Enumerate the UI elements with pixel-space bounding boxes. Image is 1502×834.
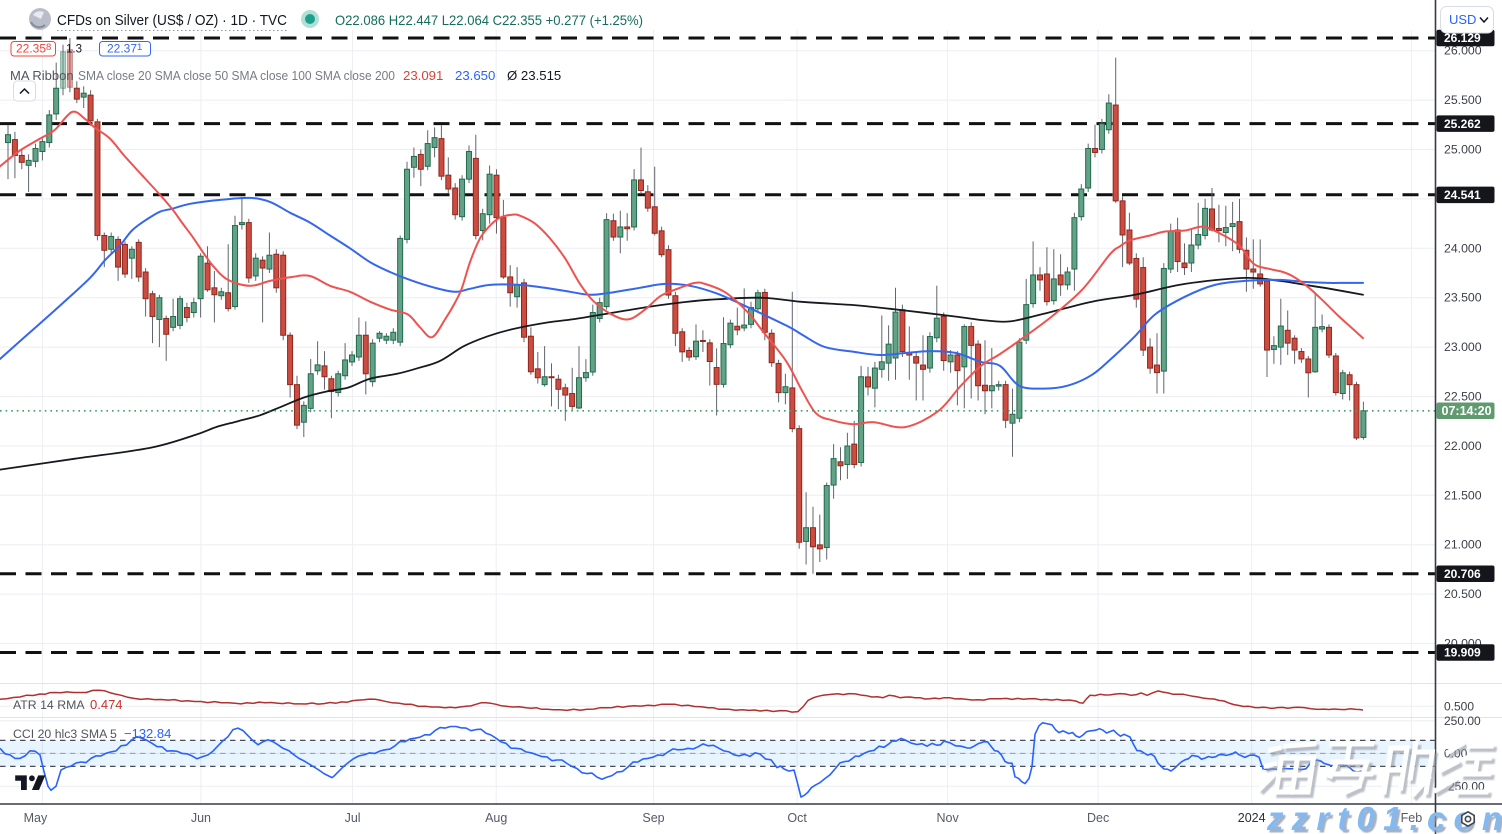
- svg-text:26.000: 26.000: [1444, 44, 1482, 58]
- svg-text:Nov: Nov: [936, 811, 959, 825]
- svg-text:2024: 2024: [1238, 811, 1266, 825]
- svg-text:23.650: 23.650: [455, 68, 495, 83]
- svg-text:20.706: 20.706: [1444, 567, 1481, 581]
- svg-text:250.00: 250.00: [1444, 714, 1481, 728]
- svg-text:Sep: Sep: [642, 811, 664, 825]
- svg-text:22.371: 22.371: [107, 42, 142, 56]
- svg-text:MA Ribbon: MA Ribbon: [10, 68, 74, 83]
- svg-text:CFDs on Silver (US$ / OZ) · 1D: CFDs on Silver (US$ / OZ) · 1D · TVC: [57, 13, 287, 29]
- svg-text:25.000: 25.000: [1444, 143, 1482, 157]
- svg-text:26.129: 26.129: [1444, 31, 1481, 45]
- svg-text:Jul: Jul: [345, 811, 361, 825]
- svg-text:25.500: 25.500: [1444, 93, 1482, 107]
- svg-text:20.500: 20.500: [1444, 587, 1482, 601]
- svg-text:May: May: [24, 811, 48, 825]
- svg-text:0.474: 0.474: [90, 697, 123, 712]
- svg-text:Ø 23.515: Ø 23.515: [507, 68, 561, 83]
- svg-text:0.500: 0.500: [1444, 699, 1474, 713]
- svg-text:23.000: 23.000: [1444, 340, 1482, 354]
- svg-text:Oct: Oct: [787, 811, 807, 825]
- svg-text:22.000: 22.000: [1444, 439, 1482, 453]
- svg-text:24.000: 24.000: [1444, 241, 1482, 255]
- svg-text:USD: USD: [1449, 12, 1476, 27]
- svg-text:21.000: 21.000: [1444, 538, 1482, 552]
- svg-text:CCI 20 hlc3 SMA 5: CCI 20 hlc3 SMA 5: [13, 727, 117, 741]
- svg-text:22.358: 22.358: [16, 42, 51, 56]
- svg-text:SMA close 20 SMA close 50 SMA: SMA close 20 SMA close 50 SMA close 100 …: [78, 68, 395, 83]
- svg-text:−132.84: −132.84: [124, 726, 171, 741]
- svg-text:O22.086 H22.447 L22.064 C22.35: O22.086 H22.447 L22.064 C22.355 +0.277 (…: [335, 12, 643, 28]
- svg-text:23.500: 23.500: [1444, 291, 1482, 305]
- svg-text:07:14:20: 07:14:20: [1442, 404, 1492, 418]
- svg-text:25.262: 25.262: [1444, 117, 1481, 131]
- svg-text:21.500: 21.500: [1444, 488, 1482, 502]
- svg-text:22.500: 22.500: [1444, 390, 1482, 404]
- svg-text:24.541: 24.541: [1444, 188, 1481, 202]
- svg-text:Aug: Aug: [485, 811, 507, 825]
- svg-text:19.909: 19.909: [1444, 646, 1481, 660]
- svg-text:ATR 14 RMA: ATR 14 RMA: [13, 698, 85, 712]
- svg-text:Jun: Jun: [191, 811, 211, 825]
- svg-text:1.3: 1.3: [66, 44, 82, 56]
- svg-text:Dec: Dec: [1087, 811, 1109, 825]
- svg-text:Feb: Feb: [1401, 811, 1423, 825]
- svg-text:23.091: 23.091: [403, 68, 443, 83]
